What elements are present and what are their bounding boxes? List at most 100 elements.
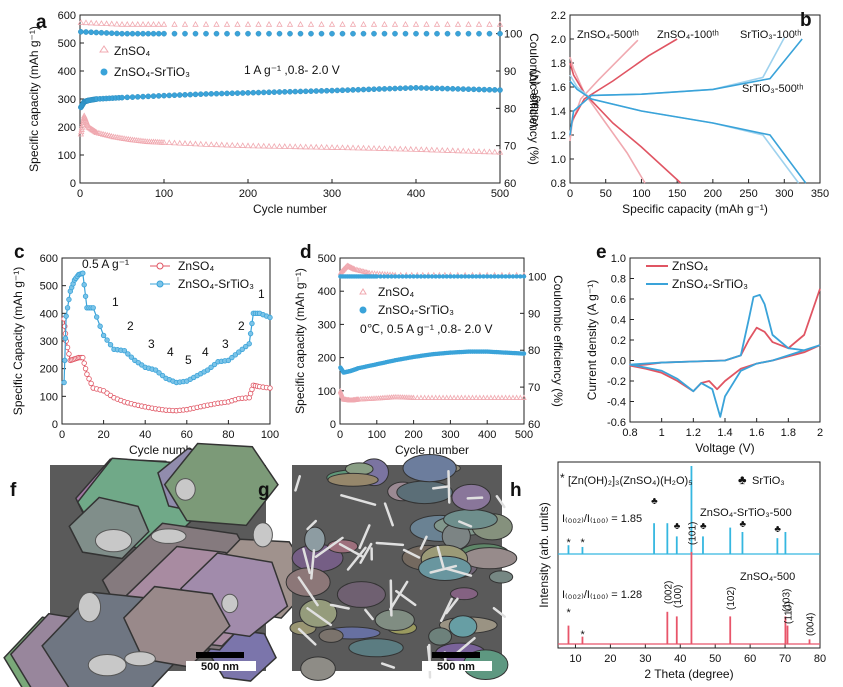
x-tick-label: 20 <box>97 429 109 441</box>
peak-label: (100) <box>673 585 684 608</box>
sem-rod <box>436 545 445 569</box>
data-point <box>218 90 225 97</box>
legend-label: SrTiO₃ <box>752 475 785 487</box>
sem-flake <box>448 615 478 638</box>
data-point <box>107 341 114 348</box>
data-point <box>150 93 157 99</box>
y-tick-label: 1.0 <box>551 154 566 166</box>
y-tick-label: -0.6 <box>607 417 626 429</box>
y-tick-label: 1.2 <box>551 130 566 142</box>
data-point <box>234 21 241 27</box>
data-point <box>421 394 428 400</box>
rate-label: 4 <box>167 345 174 359</box>
data-point <box>213 141 220 148</box>
data-point <box>454 21 462 27</box>
y-tick-label: 200 <box>318 353 336 365</box>
data-point <box>66 351 72 357</box>
data-point <box>374 274 379 279</box>
data-point <box>161 30 167 37</box>
data-point <box>171 92 178 99</box>
scale-label: 500 nm <box>201 661 239 673</box>
panel-h: 10 20 30 40 50 60 70 80 2 Theta (degree) Intensit… <box>537 461 826 681</box>
data-point <box>360 21 367 27</box>
data-point <box>88 380 94 387</box>
data-point <box>378 274 383 279</box>
data-point <box>459 274 464 279</box>
panel-letter: a <box>36 12 47 33</box>
data-point <box>234 142 241 148</box>
data-point <box>426 274 431 279</box>
data-point <box>323 144 330 150</box>
y2-tick-label: 90 <box>504 66 516 78</box>
data-point <box>440 394 446 400</box>
data-point <box>247 330 254 337</box>
sem-rod <box>380 662 396 669</box>
data-point <box>455 274 460 279</box>
data-point <box>197 140 204 147</box>
data-point <box>455 86 461 92</box>
sem-flake <box>348 638 404 658</box>
data-point <box>104 337 110 343</box>
data-point <box>318 21 325 27</box>
data-point <box>334 87 341 94</box>
y-tick-label: 400 <box>40 308 58 320</box>
data-point <box>224 30 230 37</box>
x-axis-label: Specific capacity (mAh g⁻¹) <box>622 202 768 216</box>
data-point <box>281 143 288 149</box>
x-tick-label: 0 <box>567 188 573 200</box>
data-point <box>276 143 283 149</box>
data-point <box>192 21 199 27</box>
x-tick-label: 200 <box>404 429 422 441</box>
data-point <box>521 274 527 279</box>
x-tick-label: 40 <box>674 653 686 665</box>
y2-tick-label: 100 <box>528 271 546 283</box>
series-efficiency <box>77 19 504 27</box>
sem-flake <box>402 454 457 483</box>
data-point <box>307 143 315 150</box>
data-point <box>97 323 103 329</box>
data-point <box>239 346 245 352</box>
y-tick-label: 300 <box>318 319 336 331</box>
data-point <box>134 30 141 37</box>
y2-tick-label: 70 <box>504 141 516 153</box>
x-tick-label: 300 <box>775 188 793 200</box>
data-point <box>93 314 100 320</box>
data-point <box>473 394 479 400</box>
data-point <box>488 274 494 279</box>
data-point <box>88 29 94 36</box>
data-point <box>371 86 377 92</box>
y-tick-label: 0 <box>70 178 76 190</box>
sem-rod <box>329 603 350 610</box>
y-tick-label: 400 <box>318 286 336 298</box>
data-point <box>439 146 446 153</box>
data-point <box>129 21 136 27</box>
data-point <box>229 354 235 361</box>
sem-rod <box>419 535 428 550</box>
legend-label: ZnSO₄ <box>114 44 150 58</box>
data-point <box>145 30 152 37</box>
y-axis-label: Current density (A g⁻¹) <box>585 280 599 400</box>
x-tick-label: 0 <box>77 188 83 200</box>
x-tick-label: 50 <box>600 188 612 200</box>
data-point <box>62 335 69 341</box>
data-point <box>413 85 419 91</box>
series-label: ZnSO₄-500 <box>740 571 795 583</box>
data-point <box>203 91 209 97</box>
data-point <box>510 274 516 279</box>
data-point <box>244 142 252 149</box>
y-tick-label: 0.8 <box>611 274 626 286</box>
data-point <box>481 148 488 155</box>
x-tick-label: 0 <box>337 429 343 441</box>
data-point <box>412 146 420 152</box>
srtio3-marker: ♣ <box>674 521 681 532</box>
panel-a: 0 100 200 300 400 500 0 100 200 300 400 500 600 Cycle… <box>27 10 541 216</box>
data-point <box>460 86 467 92</box>
data-point <box>202 21 210 27</box>
x-tick-label: 250 <box>739 188 757 200</box>
data-point <box>81 360 87 366</box>
data-point <box>434 30 440 37</box>
data-point <box>491 148 498 155</box>
data-point <box>518 274 523 279</box>
data-point <box>451 394 457 400</box>
